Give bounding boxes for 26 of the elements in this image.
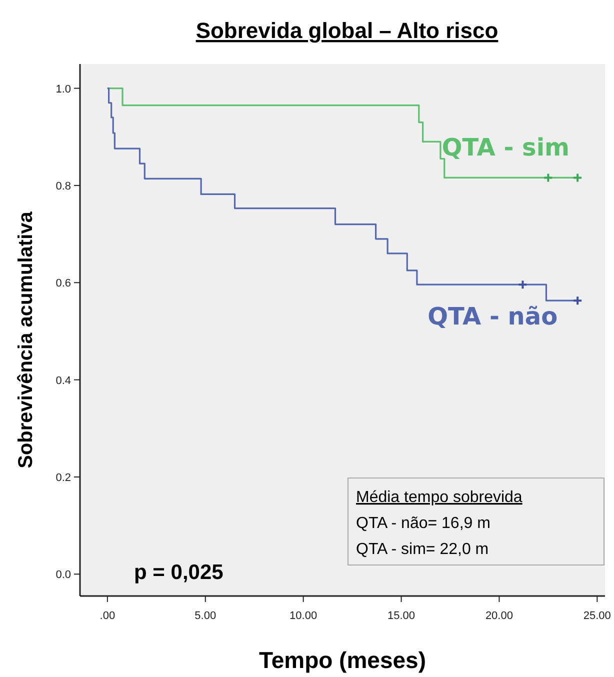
- chart-title: Sobrevida global – Alto risco: [196, 18, 498, 43]
- x-tick-label: .00: [100, 610, 116, 622]
- y-tick-label: 0.0: [56, 569, 71, 582]
- x-axis-title: Tempo (meses): [258, 647, 426, 673]
- y-tick-label: 0.4: [56, 374, 71, 387]
- x-tick-label: 5.00: [194, 610, 216, 622]
- annotation: Média tempo sobrevida: [356, 489, 522, 506]
- series-label: QTA - não: [428, 302, 558, 331]
- point: [518, 280, 528, 290]
- x-tick-label: 10.00: [290, 610, 318, 622]
- x-tick-label: 20.00: [485, 610, 513, 622]
- y-tick-label: 0.6: [56, 278, 71, 290]
- x-tick-label: 25.00: [583, 610, 611, 622]
- point: [572, 296, 583, 306]
- y-tick-label: 0.8: [56, 180, 71, 192]
- series-label: QTA - sim: [442, 134, 570, 162]
- annotation: QTA - sim= 22,0 m: [356, 541, 489, 558]
- y-tick-label: 1.0: [56, 83, 71, 96]
- annotation: p = 0,025: [134, 561, 224, 584]
- point: [543, 172, 554, 183]
- annotation: QTA - não= 16,9 m: [356, 515, 490, 532]
- y-axis-title: Sobrevivência acumulativa: [15, 210, 37, 468]
- y-tick-label: 0.2: [56, 472, 71, 484]
- x-tick-label: 15.00: [388, 610, 416, 622]
- point: [572, 172, 583, 183]
- note-box: Média tempo sobrevida QTA - não= 16,9 m QTA - sim= 22,0 m: [348, 478, 604, 566]
